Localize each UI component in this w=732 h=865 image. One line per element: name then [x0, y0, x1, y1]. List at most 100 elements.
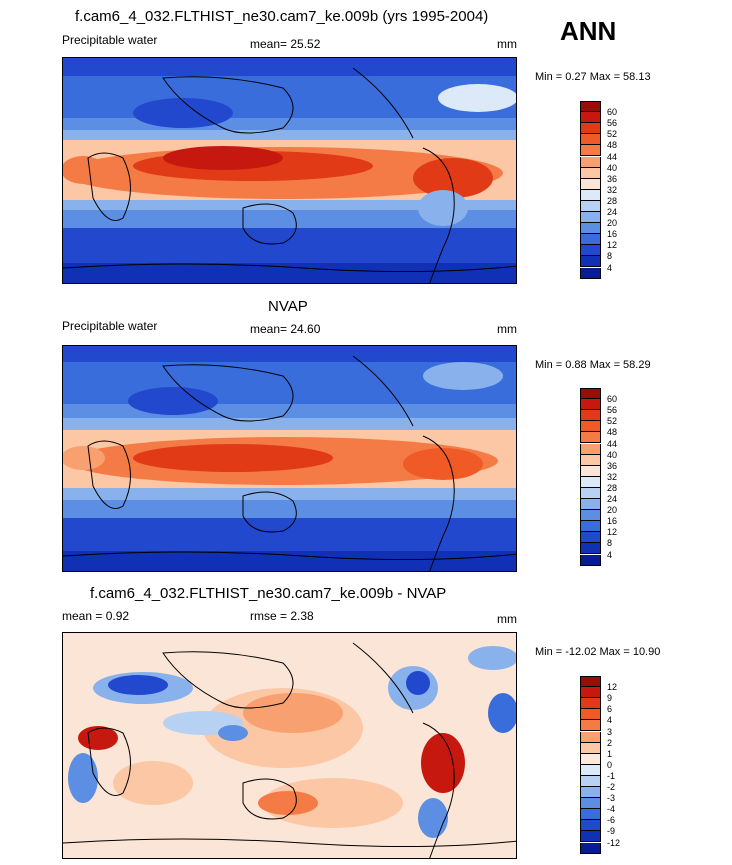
panel-model-unit: mm	[497, 37, 517, 51]
colorbar-swatch	[580, 200, 601, 212]
colorbar-tick-label: 3	[607, 726, 613, 737]
panel-nvap-colorbar: 60 56 52 48 44 40 36 32 28 24 20 16 12 8 4	[580, 388, 617, 566]
colorbar-tick-label: 56	[607, 405, 618, 416]
colorbar-tick-label: 4	[607, 262, 613, 273]
colorbar-swatch	[580, 742, 601, 754]
colorbar-tick-label: 24	[607, 207, 618, 217]
colorbar-swatch	[580, 443, 601, 455]
colorbar-tick-label: 28	[607, 195, 618, 206]
colorbar-tick-label: -4	[607, 804, 616, 815]
colorbar-tick-label: 36	[607, 173, 618, 184]
colorbar-swatch	[580, 112, 601, 124]
colorbar-swatch	[580, 709, 601, 721]
colorbar-tick-label: 4	[607, 549, 613, 560]
colorbar-swatch	[580, 421, 601, 433]
colorbar-swatch	[580, 399, 601, 411]
colorbar-swatch	[580, 775, 601, 787]
colorbar-tick-label: 52	[607, 416, 618, 427]
colorbar-tick-label: -12	[607, 837, 621, 848]
colorbar-swatch	[580, 731, 601, 743]
colorbar-swatch	[580, 189, 601, 201]
colorbar-tick-label: 40	[607, 449, 618, 460]
colorbar-tick-label: 48	[607, 427, 618, 438]
panel-diff-unit: mm	[497, 612, 517, 626]
colorbar-tick-label: 16	[607, 229, 618, 240]
colorbar-tick-label: -9	[607, 826, 616, 837]
panel-diff-rmse: rmse = 2.38	[250, 609, 314, 623]
panel-diff-minmax: Min = -12.02 Max = 10.90	[535, 646, 661, 658]
colorbar-swatch	[580, 809, 601, 821]
colorbar-tick-label: 12	[607, 527, 618, 538]
panel-nvap-unit: mm	[497, 322, 517, 336]
colorbar-swatch	[580, 554, 601, 566]
colorbar-swatch	[580, 178, 601, 190]
colorbar-swatch	[580, 212, 601, 224]
panel-diff-colorbar: 12 9 6 4 3 2 1 0 -1 -2 -3 -4 -6 -9 -12	[580, 676, 620, 854]
colorbar-swatch	[580, 764, 601, 776]
colorbar-tick-label: 1	[607, 748, 613, 759]
colorbar-tick-label: 32	[607, 471, 618, 482]
colorbar-swatch	[580, 101, 601, 113]
colorbar-swatch	[580, 798, 601, 810]
colorbar-swatch	[580, 134, 601, 146]
panel-model-variable-label: Precipitable water	[62, 33, 158, 47]
colorbar-swatch	[580, 499, 601, 511]
colorbar-tick-label: 8	[607, 251, 613, 262]
colorbar-tick-label: 4	[607, 715, 613, 726]
colorbar-tick-label: 20	[607, 505, 618, 516]
colorbar-tick-label: 48	[607, 140, 618, 151]
colorbar-swatch	[580, 245, 601, 257]
colorbar-tick-label: 24	[607, 494, 618, 504]
season-label: ANN	[560, 16, 617, 46]
colorbar-swatch	[580, 521, 601, 533]
colorbar-swatch	[580, 156, 601, 168]
nvap-precipitable-water-map	[62, 345, 517, 572]
colorbar-swatch	[580, 787, 601, 799]
colorbar-swatch	[580, 487, 601, 499]
colorbar-swatch	[580, 676, 601, 688]
colorbar-tick-label: 40	[607, 162, 618, 173]
panel-nvap-title: NVAP	[268, 298, 308, 315]
colorbar-swatch	[580, 454, 601, 466]
colorbar-tick-label: -3	[607, 793, 616, 804]
colorbar-swatch	[580, 145, 601, 157]
colorbar-tick-label: 32	[607, 184, 618, 195]
colorbar-swatch	[580, 388, 601, 400]
colorbar-tick-label: 20	[607, 218, 618, 229]
difference-precipitable-water-map	[62, 632, 517, 859]
colorbar-tick-label: 12	[607, 682, 618, 693]
panel-model-minmax: Min = 0.27 Max = 58.13	[535, 71, 651, 83]
colorbar-tick-label: -6	[607, 815, 616, 826]
colorbar-tick-label: 56	[607, 118, 618, 129]
colorbar-tick-label: 6	[607, 704, 613, 715]
colorbar-tick-label: 44	[607, 151, 618, 162]
colorbar-swatch	[580, 753, 601, 765]
colorbar-swatch	[580, 465, 601, 477]
colorbar-swatch	[580, 820, 601, 832]
colorbar-swatch	[580, 167, 601, 179]
colorbar-tick-label: 2	[607, 737, 613, 748]
colorbar-swatch	[580, 410, 601, 422]
colorbar-swatch	[580, 720, 601, 732]
colorbar-tick-label: -1	[607, 770, 616, 781]
colorbar-swatch	[580, 510, 601, 522]
colorbar-tick-label: 44	[607, 438, 618, 449]
colorbar-tick-label: 60	[607, 394, 618, 405]
colorbar-tick-label: 60	[607, 107, 618, 118]
colorbar-swatch	[580, 223, 601, 235]
colorbar-swatch	[580, 532, 601, 544]
panel-nvap-mean: mean= 24.60	[250, 322, 321, 336]
colorbar-swatch	[580, 256, 601, 268]
colorbar-tick-label: 9	[607, 693, 613, 704]
colorbar-tick-label: 28	[607, 482, 618, 493]
colorbar-tick-label: 52	[607, 129, 618, 140]
panel-nvap-minmax: Min = 0.88 Max = 58.29	[535, 359, 651, 371]
model-precipitable-water-map	[62, 57, 517, 284]
colorbar-swatch	[580, 842, 601, 854]
colorbar-swatch	[580, 267, 601, 279]
colorbar-swatch	[580, 432, 601, 444]
panel-nvap-variable-label: Precipitable water	[62, 319, 158, 333]
colorbar-tick-label: 36	[607, 460, 618, 471]
panel-model-mean: mean= 25.52	[250, 37, 321, 51]
colorbar-swatch	[580, 476, 601, 488]
